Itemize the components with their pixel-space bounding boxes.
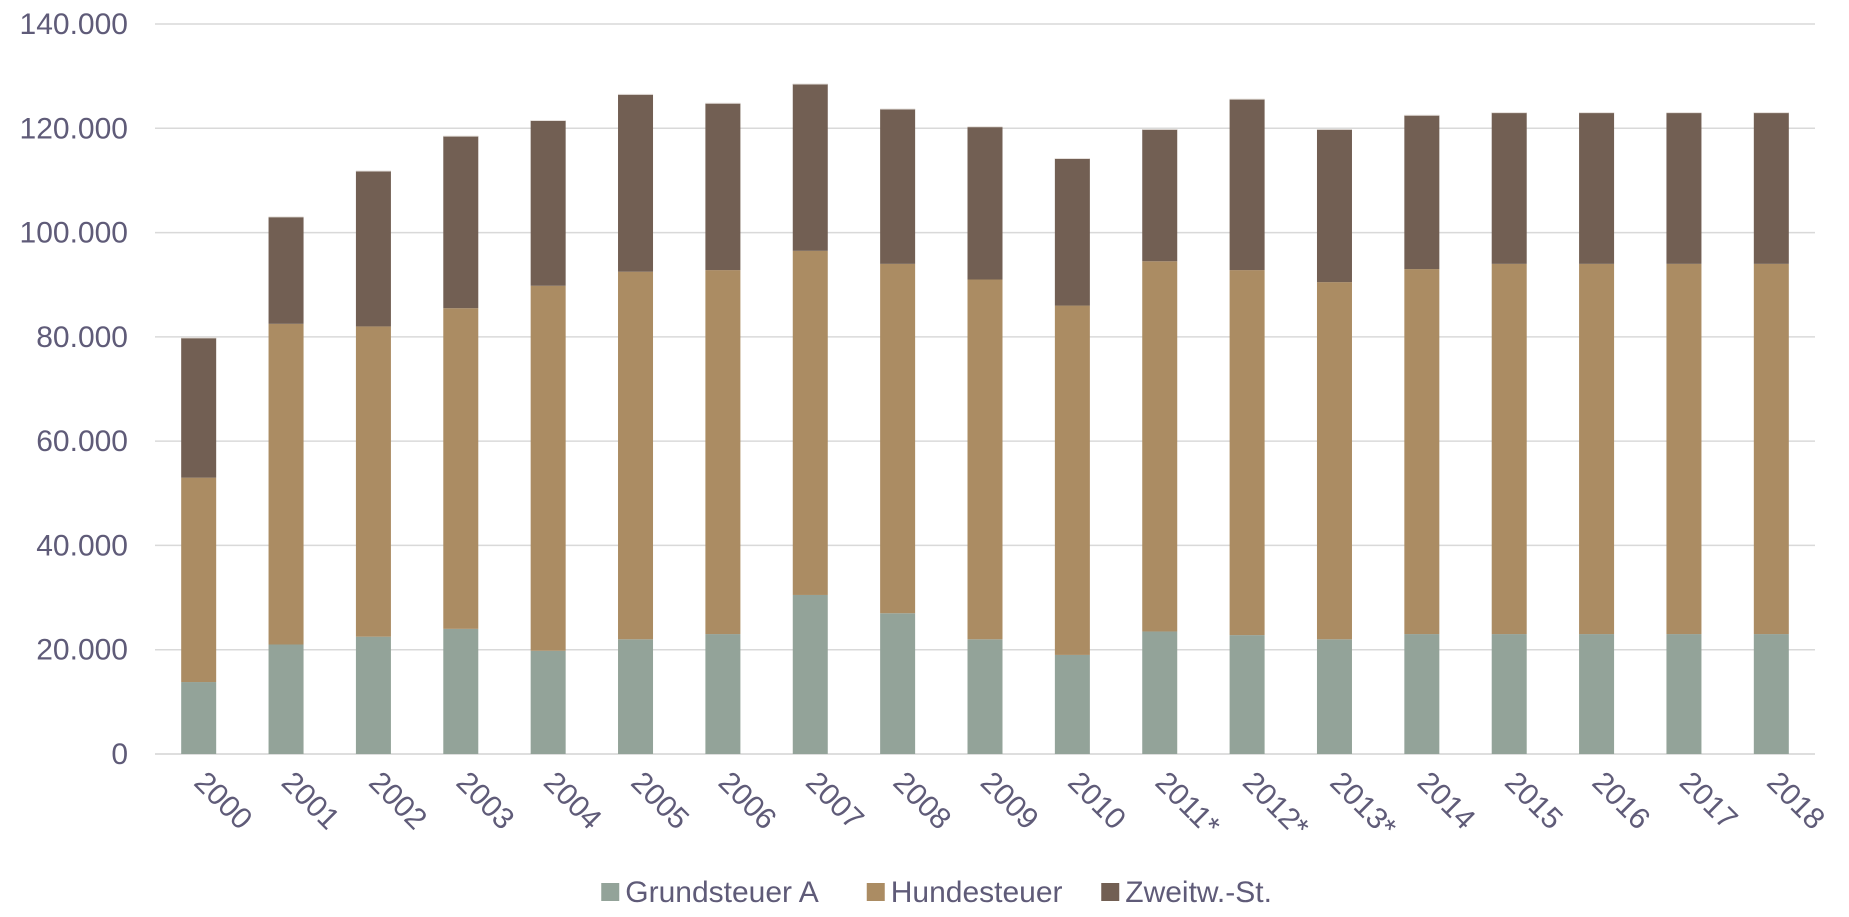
bar-segment-grundsteuer-a-2012 [1229, 635, 1265, 754]
bar-segment-grundsteuer-a-2014 [1404, 634, 1440, 754]
x-tick-label: 2018 [1760, 766, 1831, 837]
bar-segment-hundesteuer-2002 [355, 326, 391, 637]
bar-segment-hundesteuer-2007 [792, 250, 828, 595]
bar-segment-zweitw-st--2002 [355, 171, 391, 327]
bar-segment-zweitw-st--2013 [1316, 129, 1352, 283]
bar-segment-zweitw-st--2018 [1753, 112, 1789, 264]
bar-segment-grundsteuer-a-2013 [1316, 639, 1352, 754]
legend-swatch-zweitw-st- [1101, 883, 1120, 901]
x-tick-label: 2003 [450, 766, 521, 837]
y-tick-label: 40.000 [36, 529, 128, 562]
x-tick-label: 2012* [1236, 766, 1315, 845]
x-axis-ticks: 2000 2001 2002 2003 2004 2005 2006 2007 2008 2009… [188, 766, 1831, 845]
bar-segment-zweitw-st--2011 [1142, 129, 1178, 262]
bar-segment-grundsteuer-a-2002 [355, 636, 391, 754]
x-tick-label: 2013* [1324, 766, 1403, 845]
bar-segment-hundesteuer-2011 [1142, 261, 1178, 632]
legend-label: Zweitw.-St. [1125, 876, 1272, 909]
bar-segment-grundsteuer-a-2004 [530, 650, 566, 754]
bar-segment-hundesteuer-2004 [530, 285, 566, 651]
bar-segment-grundsteuer-a-2015 [1491, 634, 1527, 754]
x-tick-label: 2016 [1586, 766, 1657, 837]
x-tick-label: 2004 [537, 766, 608, 837]
bar-segment-zweitw-st--2005 [618, 94, 654, 272]
bars [181, 83, 1789, 754]
bar-segment-grundsteuer-a-2003 [443, 628, 479, 754]
y-tick-label: 120.000 [20, 112, 128, 145]
x-tick-label: 2002 [362, 766, 433, 837]
bar-segment-zweitw-st--2017 [1666, 112, 1702, 264]
bar-segment-grundsteuer-a-2000 [181, 682, 217, 754]
bar-segment-zweitw-st--2001 [268, 216, 304, 324]
x-tick-label: 2011* [1149, 766, 1226, 843]
bar-segment-hundesteuer-2003 [443, 308, 479, 629]
bar-segment-grundsteuer-a-2008 [880, 613, 916, 754]
bar-segment-hundesteuer-2005 [618, 271, 654, 640]
bar-segment-grundsteuer-a-2005 [618, 639, 654, 754]
x-tick-label: 2014 [1411, 766, 1482, 837]
bar-segment-zweitw-st--2010 [1054, 158, 1090, 306]
y-tick-label: 140.000 [20, 8, 128, 41]
y-tick-label: 80.000 [36, 321, 128, 354]
legend-label: Hundesteuer [891, 876, 1063, 909]
bar-segment-grundsteuer-a-2017 [1666, 634, 1702, 754]
bar-segment-hundesteuer-2000 [181, 477, 217, 683]
bar-segment-hundesteuer-2001 [268, 323, 304, 645]
bar-segment-hundesteuer-2018 [1753, 263, 1789, 635]
bar-segment-grundsteuer-a-2001 [268, 644, 304, 754]
bar-segment-grundsteuer-a-2010 [1054, 654, 1090, 754]
x-tick-label: 2007 [799, 766, 870, 837]
bar-segment-hundesteuer-2017 [1666, 263, 1702, 635]
bar-segment-grundsteuer-a-2007 [792, 594, 828, 754]
y-tick-label: 100.000 [20, 217, 128, 250]
bar-segment-zweitw-st--2016 [1579, 112, 1615, 264]
y-tick-label: 60.000 [36, 425, 128, 458]
x-tick-label: 2008 [887, 766, 958, 837]
x-tick-label: 2015 [1498, 766, 1569, 837]
legend: Grundsteuer A Hundesteuer Zweitw.-St. [601, 876, 1272, 909]
bar-segment-hundesteuer-2009 [967, 279, 1003, 640]
bar-segment-zweitw-st--2008 [880, 108, 916, 264]
bar-segment-zweitw-st--2015 [1491, 112, 1527, 264]
bar-segment-grundsteuer-a-2018 [1753, 634, 1789, 754]
bar-segment-hundesteuer-2010 [1054, 305, 1090, 655]
y-tick-label: 20.000 [36, 634, 128, 667]
x-tick-label: 2017 [1673, 766, 1744, 837]
legend-swatch-hundesteuer [866, 883, 885, 901]
x-tick-label: 2001 [275, 766, 346, 837]
bar-segment-hundesteuer-2008 [880, 263, 916, 614]
bar-segment-hundesteuer-2012 [1229, 270, 1265, 636]
bar-segment-grundsteuer-a-2011 [1142, 631, 1178, 754]
bar-segment-grundsteuer-a-2009 [967, 639, 1003, 754]
y-tick-label: 0 [111, 738, 128, 771]
y-axis-ticks: 0 20.000 40.000 60.000 80.000 100.000 120.000 1… [20, 8, 128, 771]
bar-segment-zweitw-st--2012 [1229, 99, 1265, 271]
bar-segment-grundsteuer-a-2016 [1579, 634, 1615, 754]
bar-segment-hundesteuer-2015 [1491, 263, 1527, 635]
bar-segment-hundesteuer-2014 [1404, 269, 1440, 635]
bar-segment-zweitw-st--2003 [443, 136, 479, 309]
bar-segment-zweitw-st--2006 [705, 103, 741, 271]
bar-segment-zweitw-st--2007 [792, 83, 828, 251]
bar-segment-grundsteuer-a-2006 [705, 634, 741, 754]
bar-segment-zweitw-st--2004 [530, 120, 566, 286]
bar-segment-zweitw-st--2000 [181, 337, 217, 478]
bar-segment-zweitw-st--2009 [967, 126, 1003, 280]
x-tick-label: 2006 [712, 766, 783, 837]
bar-segment-hundesteuer-2006 [705, 270, 741, 635]
x-tick-label: 2010 [1061, 766, 1132, 837]
x-tick-label: 2005 [625, 766, 696, 837]
x-tick-label: 2009 [974, 766, 1045, 837]
legend-swatch-grundsteuer-a [601, 883, 620, 901]
x-tick-label: 2000 [188, 766, 259, 837]
bar-segment-hundesteuer-2013 [1316, 282, 1352, 640]
bar-segment-hundesteuer-2016 [1579, 263, 1615, 635]
legend-label: Grundsteuer A [625, 876, 818, 909]
bar-segment-zweitw-st--2014 [1404, 115, 1440, 270]
